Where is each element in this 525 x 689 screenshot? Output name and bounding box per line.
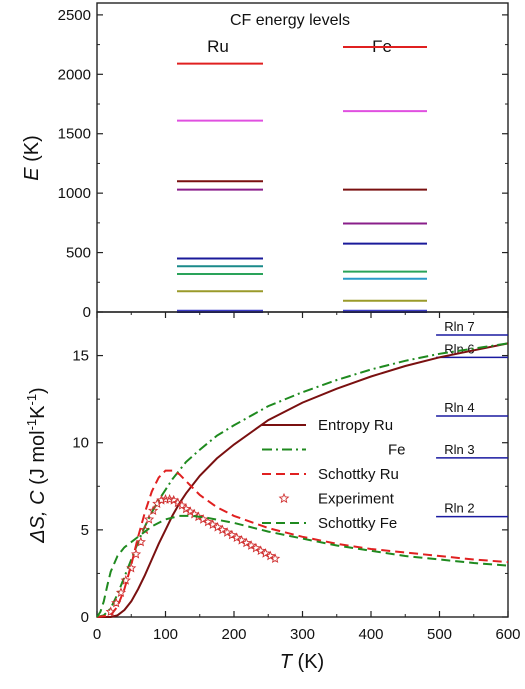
series-line-schottky-ru (96, 469, 509, 618)
x-axis-symbol: T (280, 651, 294, 673)
top-ytick-label: 0 (83, 304, 91, 321)
legend: Entropy Ru Fe Schottky Ru Experiment Schottk… (262, 417, 406, 532)
ytick-label: 0 (81, 609, 89, 626)
bottom-axis-ticks: 0 100 200 300 400 500 600 0 5 10 15 (72, 312, 521, 643)
ytick-label: 15 (72, 348, 89, 365)
experiment-point (180, 503, 192, 514)
cf-energy-panel: CF energy levels Ru Fe 05001000150020002… (21, 2, 509, 321)
xtick-label: 0 (93, 626, 101, 643)
x-axis-unit: (K) (292, 651, 324, 673)
experiment-point (250, 542, 262, 553)
ytick-label: 10 (72, 435, 89, 452)
experiment-point (185, 506, 196, 516)
xtick-label: 300 (290, 626, 315, 643)
reference-line-label: Rln 4 (444, 400, 474, 415)
ylabel-part-6: ) (27, 387, 49, 394)
experiment-point (241, 537, 252, 548)
experiment-point (143, 514, 155, 524)
experiment-point (212, 521, 223, 532)
experiment-point (198, 514, 209, 524)
series-layer (96, 342, 509, 618)
ylabel-part-3: -1 (24, 419, 39, 431)
experiment-point (222, 527, 233, 537)
experiment-point (207, 519, 218, 529)
ylabel-part-5: -1 (24, 394, 39, 406)
experiment-point (269, 553, 281, 563)
top-ytick-label: 1500 (58, 126, 91, 143)
reference-line-label: Rln 3 (444, 442, 474, 457)
legend-label: Schottky Ru (318, 466, 399, 483)
legend-marker (278, 492, 290, 504)
experiment-point (115, 587, 127, 597)
xtick-label: 600 (495, 626, 520, 643)
top-panel-title: CF energy levels (230, 12, 350, 29)
top-y-axis-symbol: E (21, 167, 43, 181)
experiment-point (231, 532, 242, 543)
experiment-point (156, 494, 167, 505)
experiment-point (148, 505, 159, 516)
energy-levels (177, 45, 427, 313)
series-line-entropy-ru (97, 342, 509, 618)
reference-line-label: Rln 2 (444, 501, 474, 516)
experiment-point (172, 497, 183, 508)
experiment-point (255, 545, 266, 556)
top-ytick-label: 1000 (58, 185, 91, 202)
top-y-axis-label: E (K) (21, 135, 43, 181)
experiment-point (130, 548, 142, 559)
legend-label: Experiment (318, 491, 395, 508)
series-line-fe (96, 342, 509, 618)
ylabel-part-2: (J mol (27, 430, 49, 490)
xtick-label: 400 (358, 626, 383, 643)
experiment-point (120, 575, 131, 585)
legend-label: Fe (388, 442, 406, 459)
ylabel-part-1: C (27, 490, 49, 505)
experiment-point (226, 529, 238, 540)
x-axis-label: T (K) (280, 651, 324, 673)
legend-label: Schottky Fe (318, 515, 397, 532)
top-plot-frame (96, 2, 509, 313)
top-ytick-label: 500 (66, 245, 91, 262)
top-ytick-label: 2500 (58, 7, 91, 24)
column-label-ru: Ru (207, 37, 229, 56)
top-y-axis-unit: (K) (21, 135, 43, 167)
experiment-point (126, 562, 137, 573)
reference-line-label: Rln 7 (444, 319, 474, 334)
bottom-y-axis-label: ΔS, C (J mol-1K-1) (24, 387, 49, 543)
xtick-label: 100 (153, 626, 178, 643)
experiment-point (202, 516, 214, 527)
experiment-point (265, 550, 276, 561)
experiment-point (105, 606, 116, 617)
ylabel-part-4: K (27, 405, 49, 419)
xtick-label: 200 (221, 626, 246, 643)
top-ytick-label: 2000 (58, 66, 91, 83)
experiment-point (217, 524, 228, 535)
series-line-schottky-fe (96, 514, 509, 618)
experiment-point (111, 597, 122, 608)
ytick-label: 5 (81, 522, 89, 539)
experiment-point (135, 536, 146, 547)
xtick-label: 500 (427, 626, 452, 643)
experiment-point (236, 534, 247, 545)
ylabel-part-0: ΔS, (27, 505, 49, 544)
legend-label: Entropy Ru (318, 417, 393, 434)
experiment-point (168, 494, 179, 505)
experiment-point (246, 540, 257, 550)
top-y-ticks: 0 500 1000 1500 2000 2500 (58, 7, 508, 321)
experiment-point (260, 548, 271, 558)
